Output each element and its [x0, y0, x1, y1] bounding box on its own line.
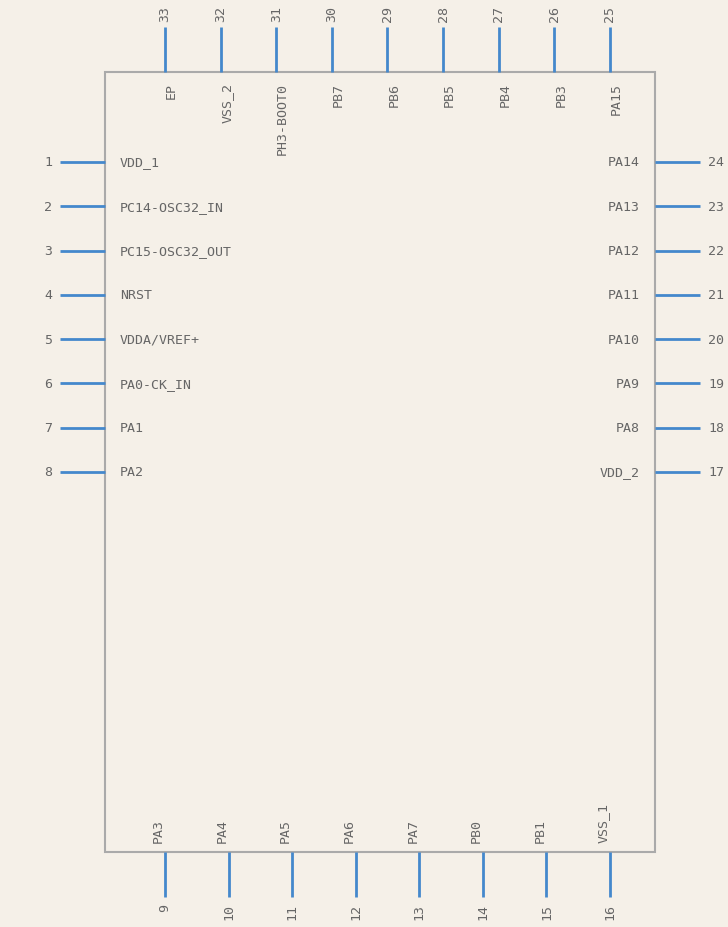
Text: PA12: PA12 — [608, 245, 640, 258]
Text: PA3: PA3 — [152, 819, 165, 842]
Text: PA9: PA9 — [616, 377, 640, 390]
Text: PC15-OSC32_OUT: PC15-OSC32_OUT — [120, 245, 232, 258]
Text: NRST: NRST — [120, 289, 152, 302]
Text: VSS_2: VSS_2 — [221, 83, 234, 123]
Text: 33: 33 — [159, 6, 172, 22]
Text: 15: 15 — [540, 903, 553, 919]
Text: 3: 3 — [44, 245, 52, 258]
Text: PB5: PB5 — [443, 83, 456, 107]
Text: PB7: PB7 — [332, 83, 345, 107]
Text: PA11: PA11 — [608, 289, 640, 302]
Text: PA5: PA5 — [279, 819, 292, 842]
Text: PA15: PA15 — [610, 83, 623, 115]
Text: PB6: PB6 — [387, 83, 400, 107]
Text: 12: 12 — [349, 903, 363, 919]
Text: PB1: PB1 — [534, 819, 547, 842]
Text: 8: 8 — [44, 466, 52, 479]
Text: 14: 14 — [476, 903, 489, 919]
Text: PA13: PA13 — [608, 200, 640, 213]
Text: PA0-CK_IN: PA0-CK_IN — [120, 377, 192, 390]
Text: PA2: PA2 — [120, 466, 144, 479]
Text: PB0: PB0 — [470, 819, 483, 842]
Text: PC14-OSC32_IN: PC14-OSC32_IN — [120, 200, 224, 213]
Text: 19: 19 — [708, 377, 724, 390]
Text: 1: 1 — [44, 157, 52, 170]
Text: PB4: PB4 — [499, 83, 512, 107]
Text: 11: 11 — [285, 903, 298, 919]
Text: 10: 10 — [222, 903, 235, 919]
Text: 25: 25 — [604, 6, 617, 22]
Text: 13: 13 — [413, 903, 426, 919]
Text: PA14: PA14 — [608, 157, 640, 170]
Text: 29: 29 — [381, 6, 394, 22]
Text: 18: 18 — [708, 422, 724, 435]
Text: VDDA/VREF+: VDDA/VREF+ — [120, 334, 200, 347]
Text: PA6: PA6 — [343, 819, 356, 842]
Text: 5: 5 — [44, 334, 52, 347]
Text: VSS_1: VSS_1 — [597, 802, 610, 842]
Text: 20: 20 — [708, 334, 724, 347]
Bar — [105, 73, 655, 852]
Text: EP: EP — [165, 83, 178, 99]
Text: 23: 23 — [708, 200, 724, 213]
Text: 22: 22 — [708, 245, 724, 258]
Text: 9: 9 — [159, 903, 172, 911]
Text: 24: 24 — [708, 157, 724, 170]
Text: PA4: PA4 — [215, 819, 229, 842]
Text: 27: 27 — [492, 6, 505, 22]
Text: 6: 6 — [44, 377, 52, 390]
Text: 26: 26 — [548, 6, 561, 22]
Text: PH3-BOOT0: PH3-BOOT0 — [276, 83, 289, 155]
Text: 21: 21 — [708, 289, 724, 302]
Text: PA10: PA10 — [608, 334, 640, 347]
Text: 28: 28 — [437, 6, 450, 22]
Text: VDD_1: VDD_1 — [120, 157, 160, 170]
Text: 7: 7 — [44, 422, 52, 435]
Text: PB3: PB3 — [555, 83, 567, 107]
Text: 31: 31 — [270, 6, 282, 22]
Text: 16: 16 — [604, 903, 617, 919]
Text: 4: 4 — [44, 289, 52, 302]
Text: 17: 17 — [708, 466, 724, 479]
Text: VDD_2: VDD_2 — [600, 466, 640, 479]
Text: 30: 30 — [325, 6, 339, 22]
Text: PA8: PA8 — [616, 422, 640, 435]
Text: PA1: PA1 — [120, 422, 144, 435]
Text: 32: 32 — [214, 6, 227, 22]
Text: 2: 2 — [44, 200, 52, 213]
Text: PA7: PA7 — [406, 819, 419, 842]
